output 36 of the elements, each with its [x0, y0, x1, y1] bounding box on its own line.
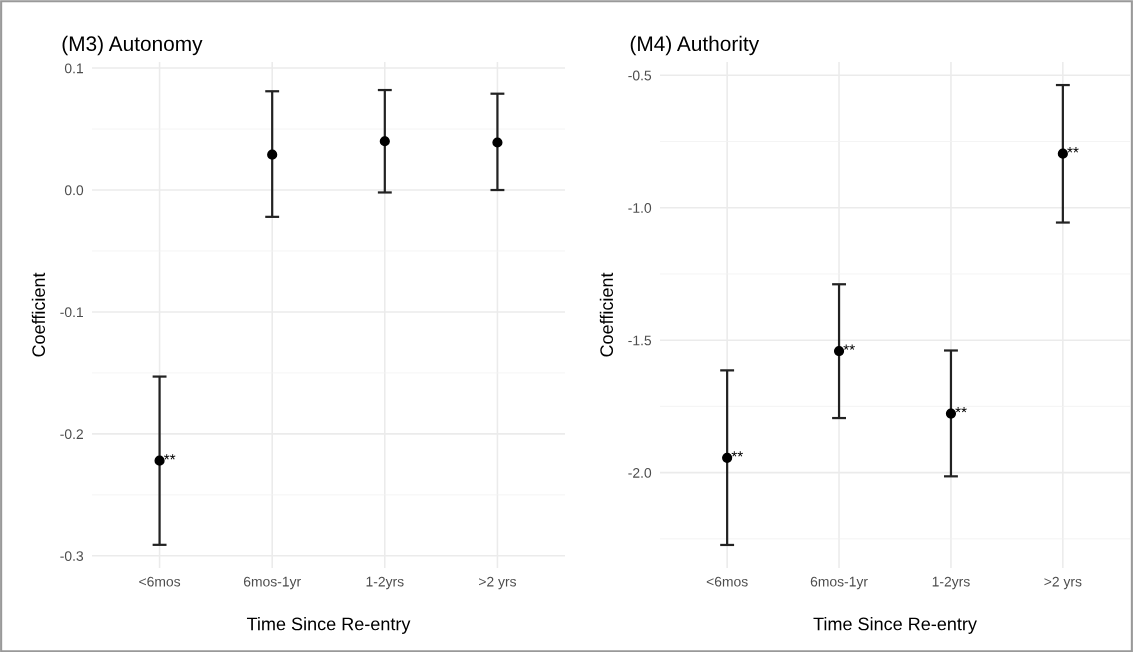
- x-tick-label: >2 yrs: [1044, 576, 1082, 590]
- x-tick-label: <6mos: [706, 576, 748, 587]
- point: [1057, 148, 1068, 159]
- annotation: **: [843, 344, 855, 350]
- y-tick-label: -1.5: [628, 335, 652, 346]
- point: [154, 455, 165, 466]
- chart-title: (M3) Autonomy: [62, 35, 203, 56]
- y-tick-label: 0.1: [64, 63, 83, 74]
- point: [945, 408, 957, 419]
- y-tick-label: -2.0: [628, 467, 652, 478]
- x-tick-label: 6mos-1yr: [810, 576, 868, 590]
- y-tick-label: -0.2: [60, 429, 83, 440]
- y-axis-title: Coefficient: [599, 272, 614, 357]
- y-tick-label: -0.3: [60, 551, 84, 561]
- y-tick-label: -1.0: [628, 203, 652, 213]
- point: [379, 136, 390, 147]
- point: [492, 137, 503, 148]
- annotation: **: [731, 451, 743, 457]
- y-tick-label: 0.0: [64, 185, 84, 196]
- point: [833, 345, 845, 357]
- x-tick-label: 1-2yrs: [366, 576, 404, 590]
- x-axis-title: Time Since Re-entry: [813, 617, 977, 634]
- y-axis-title: Coefficient: [31, 272, 46, 357]
- y-tick-label: -0.1: [60, 307, 83, 318]
- x-tick-label: <6mos: [139, 576, 181, 587]
- x-tick-label: 6mos-1yr: [243, 576, 301, 590]
- chart-title: (M4) Authority: [630, 35, 760, 56]
- point: [267, 149, 278, 160]
- annotation: **: [1067, 147, 1079, 153]
- x-tick-label: >2 yrs: [479, 576, 517, 590]
- point: [722, 452, 733, 463]
- annotation: **: [163, 454, 176, 460]
- x-axis-title: Time Since Re-entry: [246, 617, 411, 634]
- annotation: **: [955, 406, 967, 413]
- y-tick-label: -0.5: [628, 70, 652, 81]
- x-tick-label: 1-2yrs: [932, 576, 970, 590]
